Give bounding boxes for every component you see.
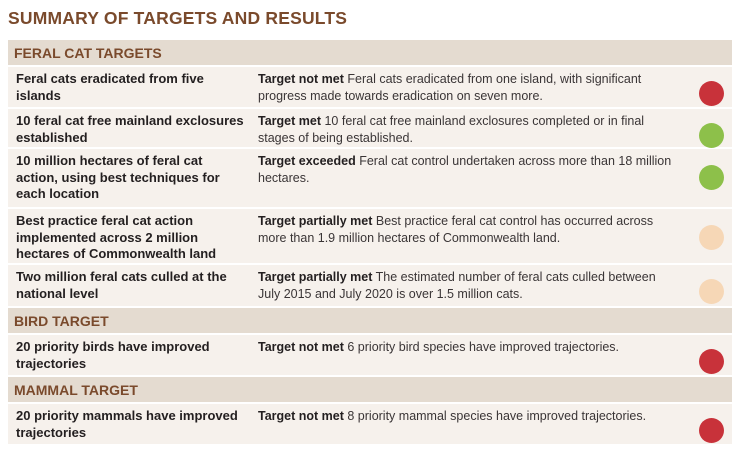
status-label: Target exceeded [258,154,356,168]
table-row: 20 priority birds have improved trajecto… [8,335,732,377]
status-indicator-not-met [699,349,724,374]
status-label: Target not met [258,409,344,423]
result-text: Target met 10 feral cat free mainland ex… [258,113,678,146]
targets-table: FERAL CAT TARGETS Feral cats eradicated … [8,40,732,446]
status-indicator-met [699,123,724,148]
table-row: Two million feral cats culled at the nat… [8,265,732,308]
table-row: Feral cats eradicated from five islands … [8,67,732,109]
table-row: Best practice feral cat action implement… [8,209,732,265]
status-label: Target met [258,114,321,128]
result-detail: Feral cats eradicated from one island, w… [258,72,642,103]
result-text: Target not met 8 priority mammal species… [258,408,678,425]
result-detail: 6 priority bird species have improved tr… [347,340,620,354]
target-text: Feral cats eradicated from five islands [16,71,204,103]
section-heading-bird: BIRD TARGET [8,308,732,335]
section-heading-mammal: MAMMAL TARGET [8,377,732,404]
target-text: Best practice feral cat action implement… [16,213,217,261]
table-row: 20 priority mammals have improved trajec… [8,404,732,446]
page-title: SUMMARY OF TARGETS AND RESULTS [8,8,348,28]
result-text: Target partially met Best practice feral… [258,213,678,246]
result-text: Target not met Feral cats eradicated fro… [258,71,678,104]
result-detail: 10 feral cat free mainland exclosures co… [258,114,645,145]
status-indicator-met [699,165,724,190]
target-text: 10 million hectares of feral cat action,… [16,153,220,201]
result-detail: Best practice feral cat control has occu… [258,214,654,245]
status-label: Target not met [258,72,344,86]
target-text: 10 feral cat free mainland exclosures es… [16,113,244,145]
status-indicator-not-met [699,418,724,443]
status-label: Target not met [258,340,344,354]
result-detail: The estimated number of feral cats culle… [258,270,656,301]
result-text: Target exceeded Feral cat control undert… [258,153,678,186]
result-text: Target not met 6 priority bird species h… [258,339,678,356]
target-text: 20 priority mammals have improved trajec… [16,408,238,440]
status-label: Target partially met [258,214,373,228]
status-indicator-partially-met [699,225,724,250]
status-label: Target partially met [258,270,373,284]
table-row: 10 feral cat free mainland exclosures es… [8,109,732,149]
result-detail: 8 priority mammal species have improved … [347,409,647,423]
target-text: 20 priority birds have improved trajecto… [16,339,210,371]
result-detail: Feral cat control undertaken across more… [258,154,672,185]
section-heading-feral-cat: FERAL CAT TARGETS [8,40,732,67]
target-text: Two million feral cats culled at the nat… [16,269,227,301]
status-indicator-partially-met [699,279,724,304]
status-indicator-not-met [699,81,724,106]
result-text: Target partially met The estimated numbe… [258,269,678,302]
table-row: 10 million hectares of feral cat action,… [8,149,732,209]
